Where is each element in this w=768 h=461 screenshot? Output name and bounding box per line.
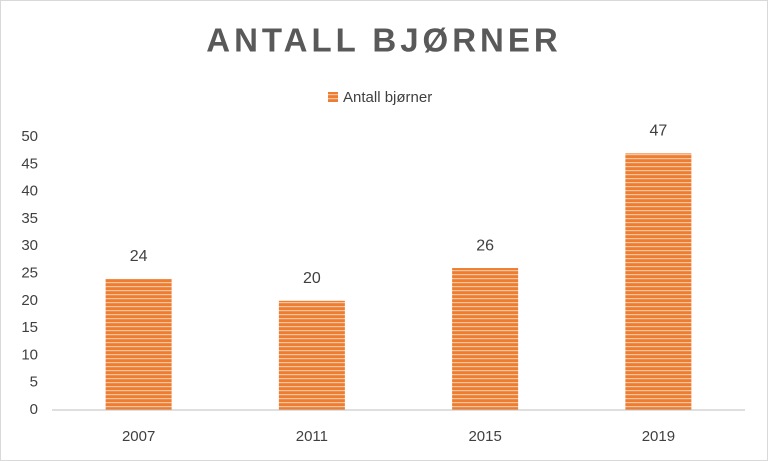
chart-title: ANTALL BJØRNER (206, 22, 561, 59)
data-label: 47 (649, 123, 667, 140)
y-tick-label: 0 (30, 401, 38, 418)
legend-label: Antall bjørner (343, 89, 432, 106)
y-tick-label: 25 (21, 264, 38, 281)
y-tick-label: 5 (30, 374, 38, 391)
x-tick-label: 2007 (122, 428, 155, 445)
bar (105, 278, 172, 410)
y-tick-label: 20 (21, 292, 38, 309)
x-tick-label: 2011 (296, 428, 328, 445)
y-tick-label: 35 (21, 210, 38, 227)
y-tick-label: 45 (21, 155, 38, 172)
x-tick-label: 2019 (642, 428, 675, 445)
bar (452, 268, 519, 410)
y-tick-label: 30 (21, 237, 38, 254)
bar (625, 153, 692, 410)
legend-swatch (328, 92, 338, 102)
bar (278, 300, 345, 410)
y-tick-label: 50 (21, 128, 38, 145)
data-label: 24 (130, 248, 148, 265)
y-tick-label: 10 (21, 346, 38, 363)
y-tick-label: 15 (21, 319, 38, 336)
y-tick-label: 40 (21, 183, 38, 200)
x-tick-label: 2015 (468, 428, 501, 445)
data-label: 26 (476, 237, 494, 254)
data-label: 20 (303, 270, 321, 287)
